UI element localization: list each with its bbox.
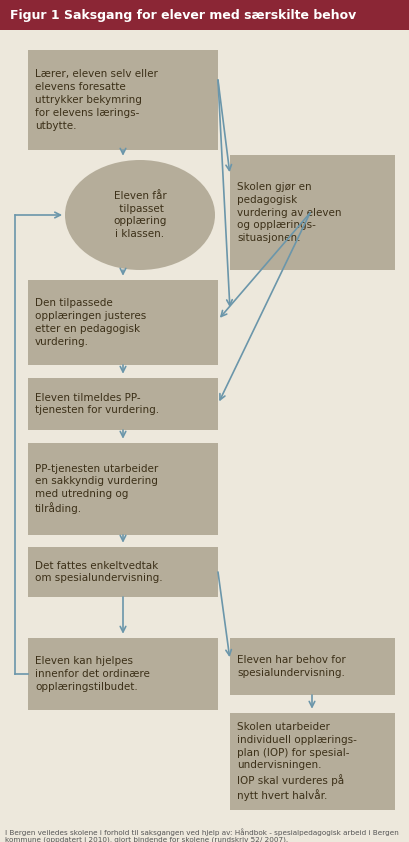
- Bar: [230, 155, 395, 270]
- Text: Lærer, eleven selv eller
elevens foresatte
uttrykker bekymring
for elevens lærin: Lærer, eleven selv eller elevens foresat…: [35, 69, 158, 131]
- Bar: [28, 378, 218, 430]
- Bar: [28, 638, 218, 710]
- Text: Eleven får
 tilpasset
opplæring
i klassen.: Eleven får tilpasset opplæring i klassen…: [113, 191, 167, 239]
- Text: Eleven har behov for
spesialundervisning.: Eleven har behov for spesialundervisning…: [237, 655, 346, 678]
- Text: Skolen gjør en
pedagogisk
vurdering av eleven
og opplærings-
situasjonen.: Skolen gjør en pedagogisk vurdering av e…: [237, 182, 342, 243]
- Bar: [28, 50, 218, 150]
- Bar: [230, 638, 395, 695]
- Text: PP-tjenesten utarbeider
en sakkyndig vurdering
med utredning og
tilråding.: PP-tjenesten utarbeider en sakkyndig vur…: [35, 463, 158, 514]
- Text: Det fattes enkeltvedtak
om spesialundervisning.: Det fattes enkeltvedtak om spesialunderv…: [35, 561, 163, 584]
- Bar: [0, 0, 409, 30]
- Text: Eleven tilmeldes PP-
tjenesten for vurdering.: Eleven tilmeldes PP- tjenesten for vurde…: [35, 392, 159, 415]
- Text: Den tilpassede
opplæringen justeres
etter en pedagogisk
vurdering.: Den tilpassede opplæringen justeres ette…: [35, 298, 146, 347]
- Text: Skolen utarbeider
individuell opplærings-
plan (IOP) for spesial-
undervisningen: Skolen utarbeider individuell opplærings…: [237, 722, 357, 801]
- Text: I Bergen veiledes skolene i forhold til saksgangen ved hjelp av: Håndbok - spesi: I Bergen veiledes skolene i forhold til …: [5, 828, 399, 842]
- Bar: [28, 547, 218, 597]
- Bar: [28, 280, 218, 365]
- Ellipse shape: [65, 160, 215, 270]
- Text: Figur 1 Saksgang for elever med særskilte behov: Figur 1 Saksgang for elever med særskilt…: [10, 8, 356, 22]
- Bar: [28, 443, 218, 535]
- Text: Eleven kan hjelpes
innenfor det ordinære
opplæringstilbudet.: Eleven kan hjelpes innenfor det ordinære…: [35, 656, 150, 692]
- Bar: [230, 713, 395, 810]
